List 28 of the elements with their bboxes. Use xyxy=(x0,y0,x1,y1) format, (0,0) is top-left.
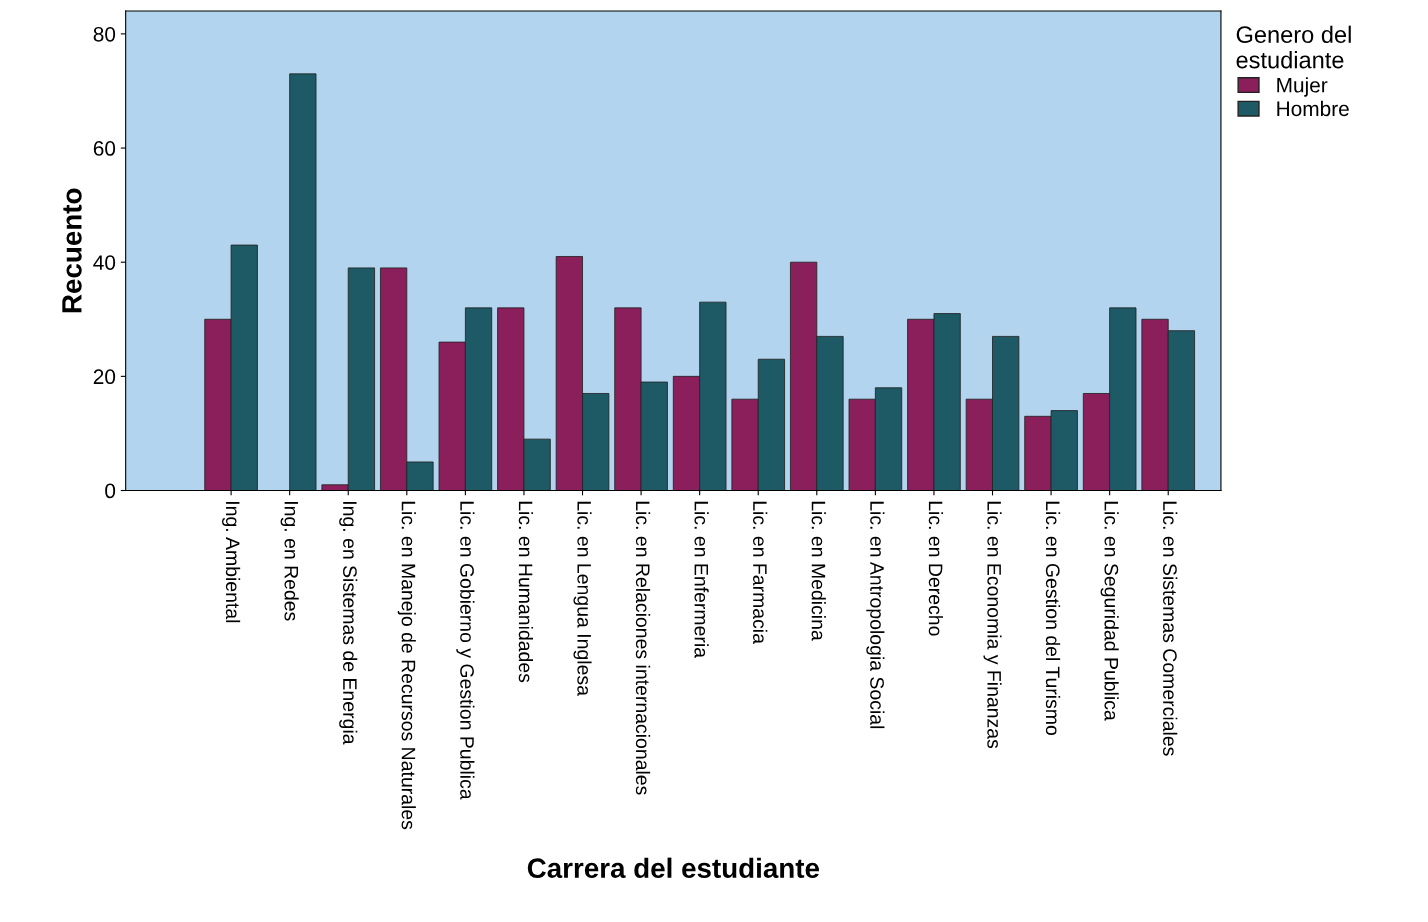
y-tick-label: 20 xyxy=(93,369,116,385)
bar xyxy=(289,73,317,491)
x-tick-label: Lic. en Economia y Finanzas xyxy=(983,501,1002,749)
x-tick-label: Lic. en Relaciones internacionales xyxy=(635,501,651,795)
x-tick-label: Lic. en Farmacia xyxy=(753,501,768,644)
x-tick-label: Lic. en Manejo de Recursos Naturales xyxy=(397,501,416,830)
x-tick-label: Lic. en Gobierno y Gestion Publica xyxy=(456,501,475,800)
x-tick-label: Lic. en Enfermeria xyxy=(694,501,709,659)
y-tick-label: 40 xyxy=(93,255,116,270)
x-tick-label: Lic. en Medicina xyxy=(811,501,826,641)
x-tick-label: Lic. en Derecho xyxy=(928,501,944,636)
x-tick-label: Lic. en Lengua Inglesa xyxy=(573,501,592,696)
y-axis-title: Recuento xyxy=(62,188,82,313)
legend-label: Hombre xyxy=(1277,100,1349,117)
legend-title: Genero del estudiante xyxy=(1236,25,1351,69)
x-tick-label: Lic. en Seguridad Publica xyxy=(1100,501,1119,721)
x-tick-label: Ing. en Redes xyxy=(280,502,299,621)
y-tick-label: 80 xyxy=(93,26,116,42)
x-tick-label: Lic. en Humanidades xyxy=(518,501,534,683)
y-tick-label: 0 xyxy=(105,483,116,499)
x-tick-label: Ing. Ambiental xyxy=(222,502,241,623)
x-tick-label: Ing. en Sistemas de Energia xyxy=(339,502,358,745)
x-tick-label: Lic. en Sistemas Comerciales xyxy=(1163,501,1178,756)
x-tick-label: Lic. en Antropologia Social xyxy=(866,501,885,729)
legend-label: Mujer xyxy=(1277,77,1328,97)
y-tick-label: 60 xyxy=(93,141,116,156)
x-tick-label: Lic. en Gestion del Turismo xyxy=(1045,501,1061,736)
x-axis-title: Carrera del estudiante xyxy=(527,857,820,879)
